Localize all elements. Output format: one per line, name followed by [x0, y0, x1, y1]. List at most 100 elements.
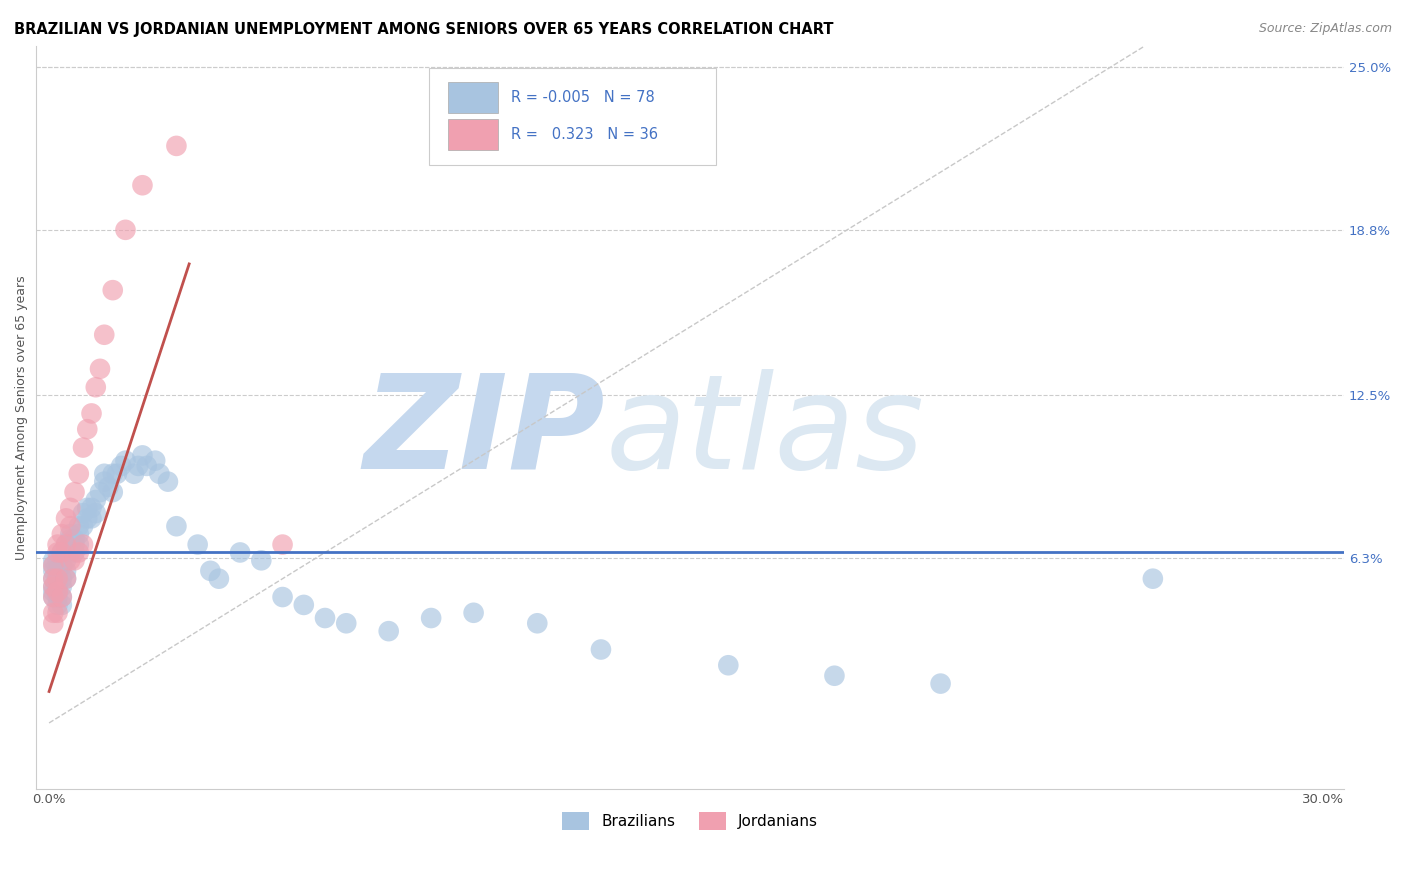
Point [67, 545, 90, 559]
Point [55, 511, 77, 525]
Point [46, 580, 69, 594]
Point [122, 467, 145, 481]
Point [63, 553, 86, 567]
Point [55, 553, 77, 567]
Point [114, 223, 136, 237]
Point [101, 485, 124, 500]
Point [84, 493, 107, 508]
Point [51, 572, 73, 586]
Text: R = -0.005   N = 78: R = -0.005 N = 78 [510, 90, 655, 105]
Point [67, 519, 90, 533]
Point [200, 564, 222, 578]
Point [72, 519, 94, 533]
Point [46, 553, 69, 567]
Point [55, 572, 77, 586]
Point [97, 480, 120, 494]
Point [46, 584, 69, 599]
Point [67, 527, 90, 541]
Point [72, 506, 94, 520]
Point [55, 538, 77, 552]
Point [63, 485, 86, 500]
Point [67, 467, 90, 481]
Point [292, 598, 315, 612]
Point [42, 572, 65, 586]
Point [208, 572, 231, 586]
Point [131, 178, 153, 193]
Point [127, 458, 149, 473]
Point [59, 545, 82, 559]
Point [46, 538, 69, 552]
Point [51, 580, 73, 594]
Point [93, 327, 115, 342]
Point [59, 553, 82, 567]
Point [46, 598, 69, 612]
Point [55, 564, 77, 578]
Point [42, 580, 65, 594]
Point [46, 590, 69, 604]
Point [143, 453, 166, 467]
Point [46, 564, 69, 578]
Point [148, 467, 170, 481]
Point [80, 500, 103, 515]
Point [42, 553, 65, 567]
Point [42, 558, 65, 573]
Point [42, 580, 65, 594]
FancyBboxPatch shape [429, 69, 716, 165]
Point [135, 458, 157, 473]
Point [59, 533, 82, 547]
Point [165, 519, 187, 533]
Point [51, 598, 73, 612]
Text: R =   0.323   N = 36: R = 0.323 N = 36 [510, 127, 658, 142]
Text: atlas: atlas [605, 368, 924, 496]
Text: BRAZILIAN VS JORDANIAN UNEMPLOYMENT AMONG SENIORS OVER 65 YEARS CORRELATION CHAR: BRAZILIAN VS JORDANIAN UNEMPLOYMENT AMON… [14, 22, 834, 37]
Point [89, 362, 111, 376]
Point [929, 676, 952, 690]
Point [72, 538, 94, 552]
Point [42, 590, 65, 604]
Point [229, 545, 252, 559]
Point [80, 406, 103, 420]
Point [165, 139, 187, 153]
Point [46, 572, 69, 586]
Point [105, 467, 128, 481]
Point [463, 606, 485, 620]
Point [51, 558, 73, 573]
Point [51, 590, 73, 604]
Point [63, 538, 86, 552]
Point [59, 527, 82, 541]
Point [55, 538, 77, 552]
Point [76, 511, 98, 525]
Point [93, 475, 115, 489]
Point [46, 545, 69, 559]
Point [42, 564, 65, 578]
Point [717, 658, 740, 673]
FancyBboxPatch shape [449, 119, 498, 150]
Point [89, 485, 111, 500]
Point [250, 553, 273, 567]
Point [51, 545, 73, 559]
Point [42, 584, 65, 599]
Point [67, 538, 90, 552]
Point [1142, 572, 1164, 586]
Point [59, 538, 82, 552]
Point [55, 545, 77, 559]
Point [46, 572, 69, 586]
Point [84, 506, 107, 520]
Point [59, 500, 82, 515]
Point [46, 584, 69, 599]
Point [42, 590, 65, 604]
Text: ZIP: ZIP [364, 368, 605, 496]
Point [55, 572, 77, 586]
Point [51, 590, 73, 604]
Point [42, 572, 65, 586]
Point [335, 616, 357, 631]
Point [80, 511, 103, 525]
Point [76, 422, 98, 436]
Point [42, 558, 65, 573]
Point [42, 616, 65, 631]
Point [51, 527, 73, 541]
Point [101, 467, 124, 481]
Point [51, 545, 73, 559]
Point [823, 669, 845, 683]
Point [46, 606, 69, 620]
